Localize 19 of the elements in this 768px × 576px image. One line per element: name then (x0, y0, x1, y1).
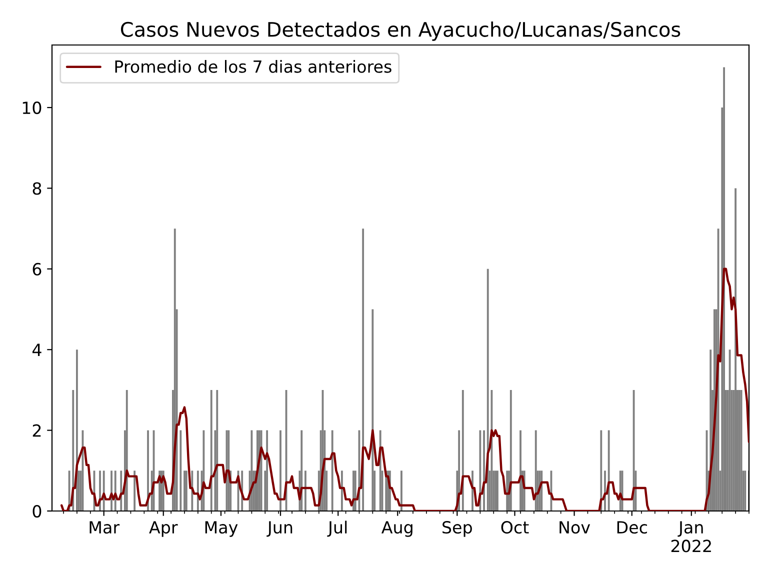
x-tick-label: May (205, 521, 238, 537)
y-tick-label: 10 (22, 102, 42, 114)
x-tick-label: Apr (149, 521, 178, 537)
y-tick-label: 8 (32, 182, 42, 195)
y-tick-label: 6 (32, 262, 42, 276)
y-tick-label: 4 (32, 344, 42, 356)
x-tick-label: Jul (327, 520, 347, 537)
x-tick-label: Mar (90, 521, 120, 534)
x-tick-label: Aug (381, 521, 412, 537)
y-tick-label: 0 (32, 504, 42, 518)
x-tick-label: Sep (442, 521, 472, 537)
x-tick-label: Oct (501, 521, 529, 534)
x-tick-label: Jun (266, 521, 292, 537)
x-tick-label: Dec (617, 521, 647, 534)
legend-label: Promedio de los 7 dias anteriores (115, 60, 392, 73)
x-tick-label: Nov (560, 521, 590, 534)
y-tick-label: 2 (32, 424, 41, 437)
x-tick-label: Jan 2022 (671, 521, 711, 552)
chart-title: Casos Nuevos Detectados en Ayacucho/Lucanas/Sancos (120, 21, 680, 41)
